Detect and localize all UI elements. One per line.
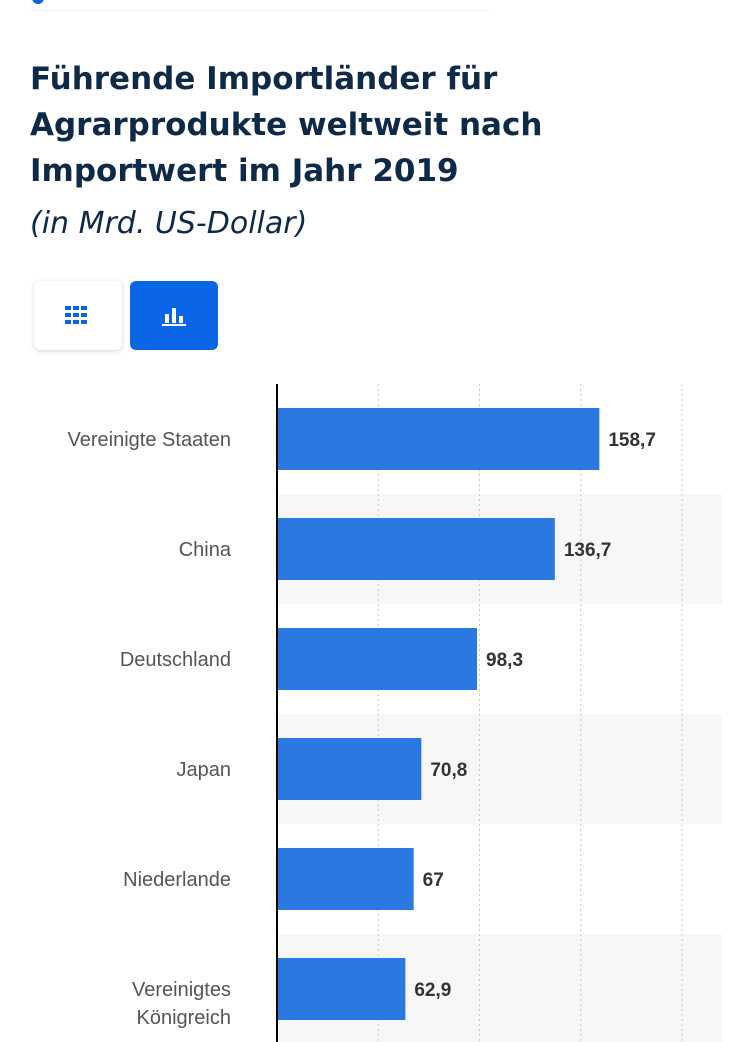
chart-subtitle: (in Mrd. US-Dollar) <box>30 206 308 241</box>
data-label: 98,3 <box>486 650 523 671</box>
data-label: 67 <box>423 870 444 891</box>
bar <box>278 958 406 1020</box>
category-label: Deutschland <box>120 649 231 671</box>
data-label: 70,8 <box>430 760 467 781</box>
bar <box>278 518 555 580</box>
bar-chart-svg: 158,7 Vereinigte Staaten 136,7 China 98,3 Deu… <box>68 384 722 1042</box>
chart-title: Führende Importländer für Agrarprodukte … <box>30 61 543 189</box>
category-label: Vereinigtes <box>132 979 231 1001</box>
category-label: Niederlande <box>123 869 231 891</box>
bar-chart-icon <box>162 307 186 326</box>
table-view-button[interactable] <box>34 281 122 350</box>
bar <box>278 738 422 800</box>
data-label: 136,7 <box>564 540 612 561</box>
data-label: 158,7 <box>608 430 656 451</box>
bar <box>278 848 414 910</box>
tab-indicator <box>32 0 44 4</box>
table-grid-icon <box>65 305 87 324</box>
chart-view-button[interactable] <box>130 281 218 350</box>
top-tab-strip <box>30 0 490 11</box>
bar <box>278 408 600 470</box>
data-label: 62,9 <box>414 980 451 1001</box>
category-label: Königreich <box>136 1007 231 1029</box>
category-label: China <box>179 539 232 561</box>
bar-chart: 158,7 Vereinigte Staaten 136,7 China 98,3 Deu… <box>0 384 750 1042</box>
bar <box>278 628 478 690</box>
category-label: Vereinigte Staaten <box>68 429 231 451</box>
category-label: Japan <box>177 759 232 781</box>
